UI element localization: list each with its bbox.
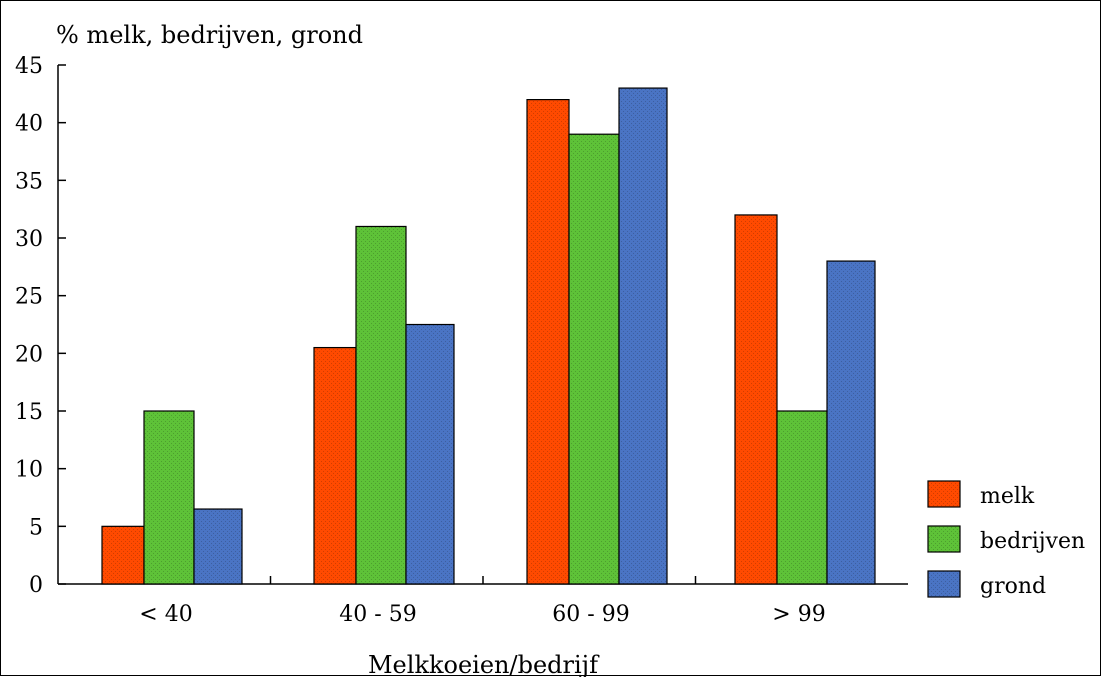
bar-grond (826, 260, 876, 585)
x-tick-label: 60 - 99 (552, 602, 629, 627)
legend-item-grond: grond (927, 570, 1046, 599)
legend-label: melk (980, 484, 1035, 509)
x-tick-label: 40 - 59 (339, 602, 416, 627)
bar-grond (405, 323, 455, 585)
y-tick-label: 40 (15, 112, 43, 137)
legend-label: bedrijven (980, 529, 1085, 554)
bar-bedrijven (568, 133, 620, 585)
legend-item-bedrijven: bedrijven (927, 525, 1085, 554)
y-tick-label: 45 (15, 54, 43, 79)
y-tick-label: 25 (15, 285, 43, 310)
legend-item-melk: melk (927, 480, 1035, 509)
bar-melk (734, 214, 778, 585)
y-tick-label: 35 (15, 169, 43, 194)
legend-label: grond (980, 574, 1046, 599)
legend: melk bedrijven grond (927, 480, 1085, 599)
y-tick-label: 20 (15, 342, 43, 367)
x-axis-label: Melkkoeien/bedrijf (368, 651, 600, 677)
y-tick-label: 10 (15, 458, 43, 483)
y-tick-label: 15 (15, 400, 43, 425)
chart-title: % melk, bedrijven, grond (56, 21, 363, 49)
bar-bedrijven (143, 410, 195, 585)
x-tick-label: < 40 (139, 602, 192, 627)
x-tick-label: > 99 (772, 602, 825, 627)
y-tick-label: 0 (29, 573, 43, 598)
bar-melk (313, 346, 357, 585)
y-tick-label: 5 (29, 515, 43, 540)
y-axis: 0 5 10 15 20 25 30 35 40 45 (15, 54, 66, 598)
bar-bedrijven (355, 225, 407, 585)
y-tick-label: 30 (15, 227, 43, 252)
bar-grond (193, 508, 243, 585)
bar-bedrijven (776, 410, 828, 585)
bar-melk (526, 98, 570, 585)
bar-grond (618, 87, 668, 585)
bar-melk (101, 525, 145, 585)
bars (101, 87, 876, 585)
